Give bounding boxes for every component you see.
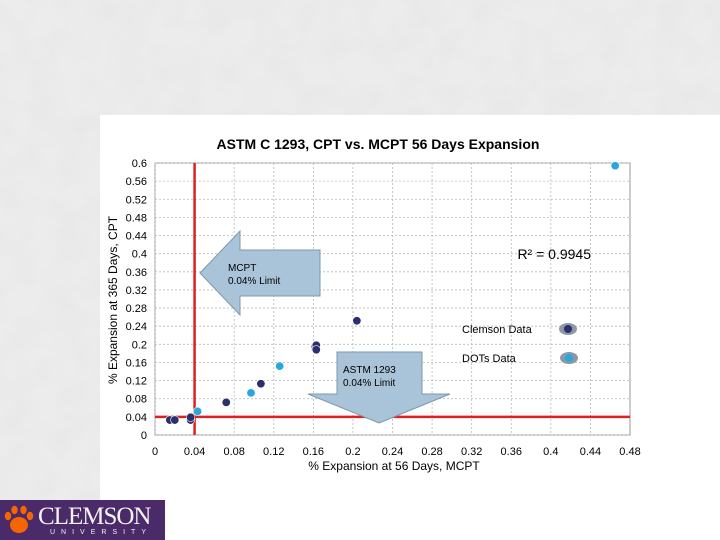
y-tick-label: 0.52 (126, 194, 147, 206)
clemson-data-point (311, 345, 321, 355)
clemson-data-point (186, 412, 196, 422)
y-tick-label: 0.4 (132, 249, 147, 261)
x-tick-label: 0.12 (263, 446, 284, 458)
y-tick-label: 0 (141, 430, 147, 442)
x-tick-label: 0.16 (303, 446, 324, 458)
clemson-data-point (256, 379, 266, 389)
y-tick-label: 0.24 (126, 321, 147, 333)
x-tick-label: 0.04 (184, 446, 205, 458)
y-tick-label: 0.28 (126, 303, 147, 315)
y-axis-label: % Expansion at 365 Days, CPT (106, 215, 120, 384)
dots-data-point (193, 406, 203, 416)
legend-label-dots: DOTs Data (462, 353, 517, 365)
x-tick-label: 0.28 (421, 446, 442, 458)
clemson-data-point (170, 415, 180, 425)
mcpt-limit-arrow (199, 229, 321, 317)
y-tick-label: 0.32 (126, 285, 147, 297)
legend-marker-clemson-dot (564, 325, 572, 333)
clemson-logo: CLEMSON UNIVERSITY (0, 500, 165, 540)
dots-data-point (246, 388, 256, 398)
x-tick-label: 0.32 (461, 446, 482, 458)
mcpt-limit-label-line1: MCPT (228, 263, 256, 274)
x-tick-label: 0.4 (543, 446, 558, 458)
y-tick-label: 0.12 (126, 376, 147, 388)
clemson-data-point (352, 316, 362, 326)
data-points (165, 161, 620, 425)
dots-data-point (275, 361, 285, 371)
y-tick-label: 0.04 (126, 412, 147, 424)
astm-limit-arrow (307, 351, 451, 424)
chart-title: ASTM C 1293, CPT vs. MCPT 56 Days Expans… (217, 136, 540, 152)
legend: Clemson Data DOTs Data (462, 323, 578, 365)
y-tick-label: 0.2 (132, 339, 147, 351)
y-tick-label: 0.48 (126, 212, 147, 224)
mcpt-limit-callout: MCPT 0.04% Limit (199, 229, 321, 317)
x-tick-label: 0 (152, 446, 158, 458)
r-squared-label: R² = 0.9945 (517, 246, 591, 262)
logo-wordmark: CLEMSON (38, 503, 151, 530)
legend-label-clemson: Clemson Data (462, 324, 533, 336)
astm-limit-label-line2: 0.04% Limit (343, 378, 395, 389)
dots-data-point (610, 161, 620, 171)
y-tick-label: 0.36 (126, 267, 147, 279)
y-tick-label: 0.08 (126, 394, 147, 406)
x-tick-label: 0.36 (501, 446, 522, 458)
y-tick-label: 0.16 (126, 357, 147, 369)
y-tick-label: 0.56 (126, 176, 147, 188)
clemson-data-point (221, 397, 231, 407)
astm-limit-label-line1: ASTM 1293 (343, 365, 396, 376)
tiger-paw-icon (4, 505, 34, 533)
y-tick-label: 0.44 (126, 231, 147, 243)
legend-marker-dots-dot (565, 354, 573, 362)
x-tick-label: 0.24 (382, 446, 403, 458)
x-tick-label: 0.48 (619, 446, 640, 458)
mcpt-limit-label-line2: 0.04% Limit (228, 276, 280, 287)
x-tick-labels: 0 0.04 0.08 0.12 0.16 0.2 0.24 0.28 0.32 0.36 0.4 0… (152, 446, 641, 458)
x-tick-label: 0.44 (580, 446, 601, 458)
x-axis-label: % Expansion at 56 Days, MCPT (308, 459, 480, 473)
y-tick-labels: 0 0.04 0.08 0.12 0.16 0.2 0.24 0.28 0.32 0.36 0.4 0… (126, 158, 147, 442)
x-tick-label: 0.08 (223, 446, 244, 458)
logo-subtitle: UNIVERSITY (50, 529, 153, 536)
astm-limit-callout: ASTM 1293 0.04% Limit (307, 351, 451, 424)
x-tick-label: 0.2 (345, 446, 360, 458)
y-tick-label: 0.6 (132, 158, 147, 170)
